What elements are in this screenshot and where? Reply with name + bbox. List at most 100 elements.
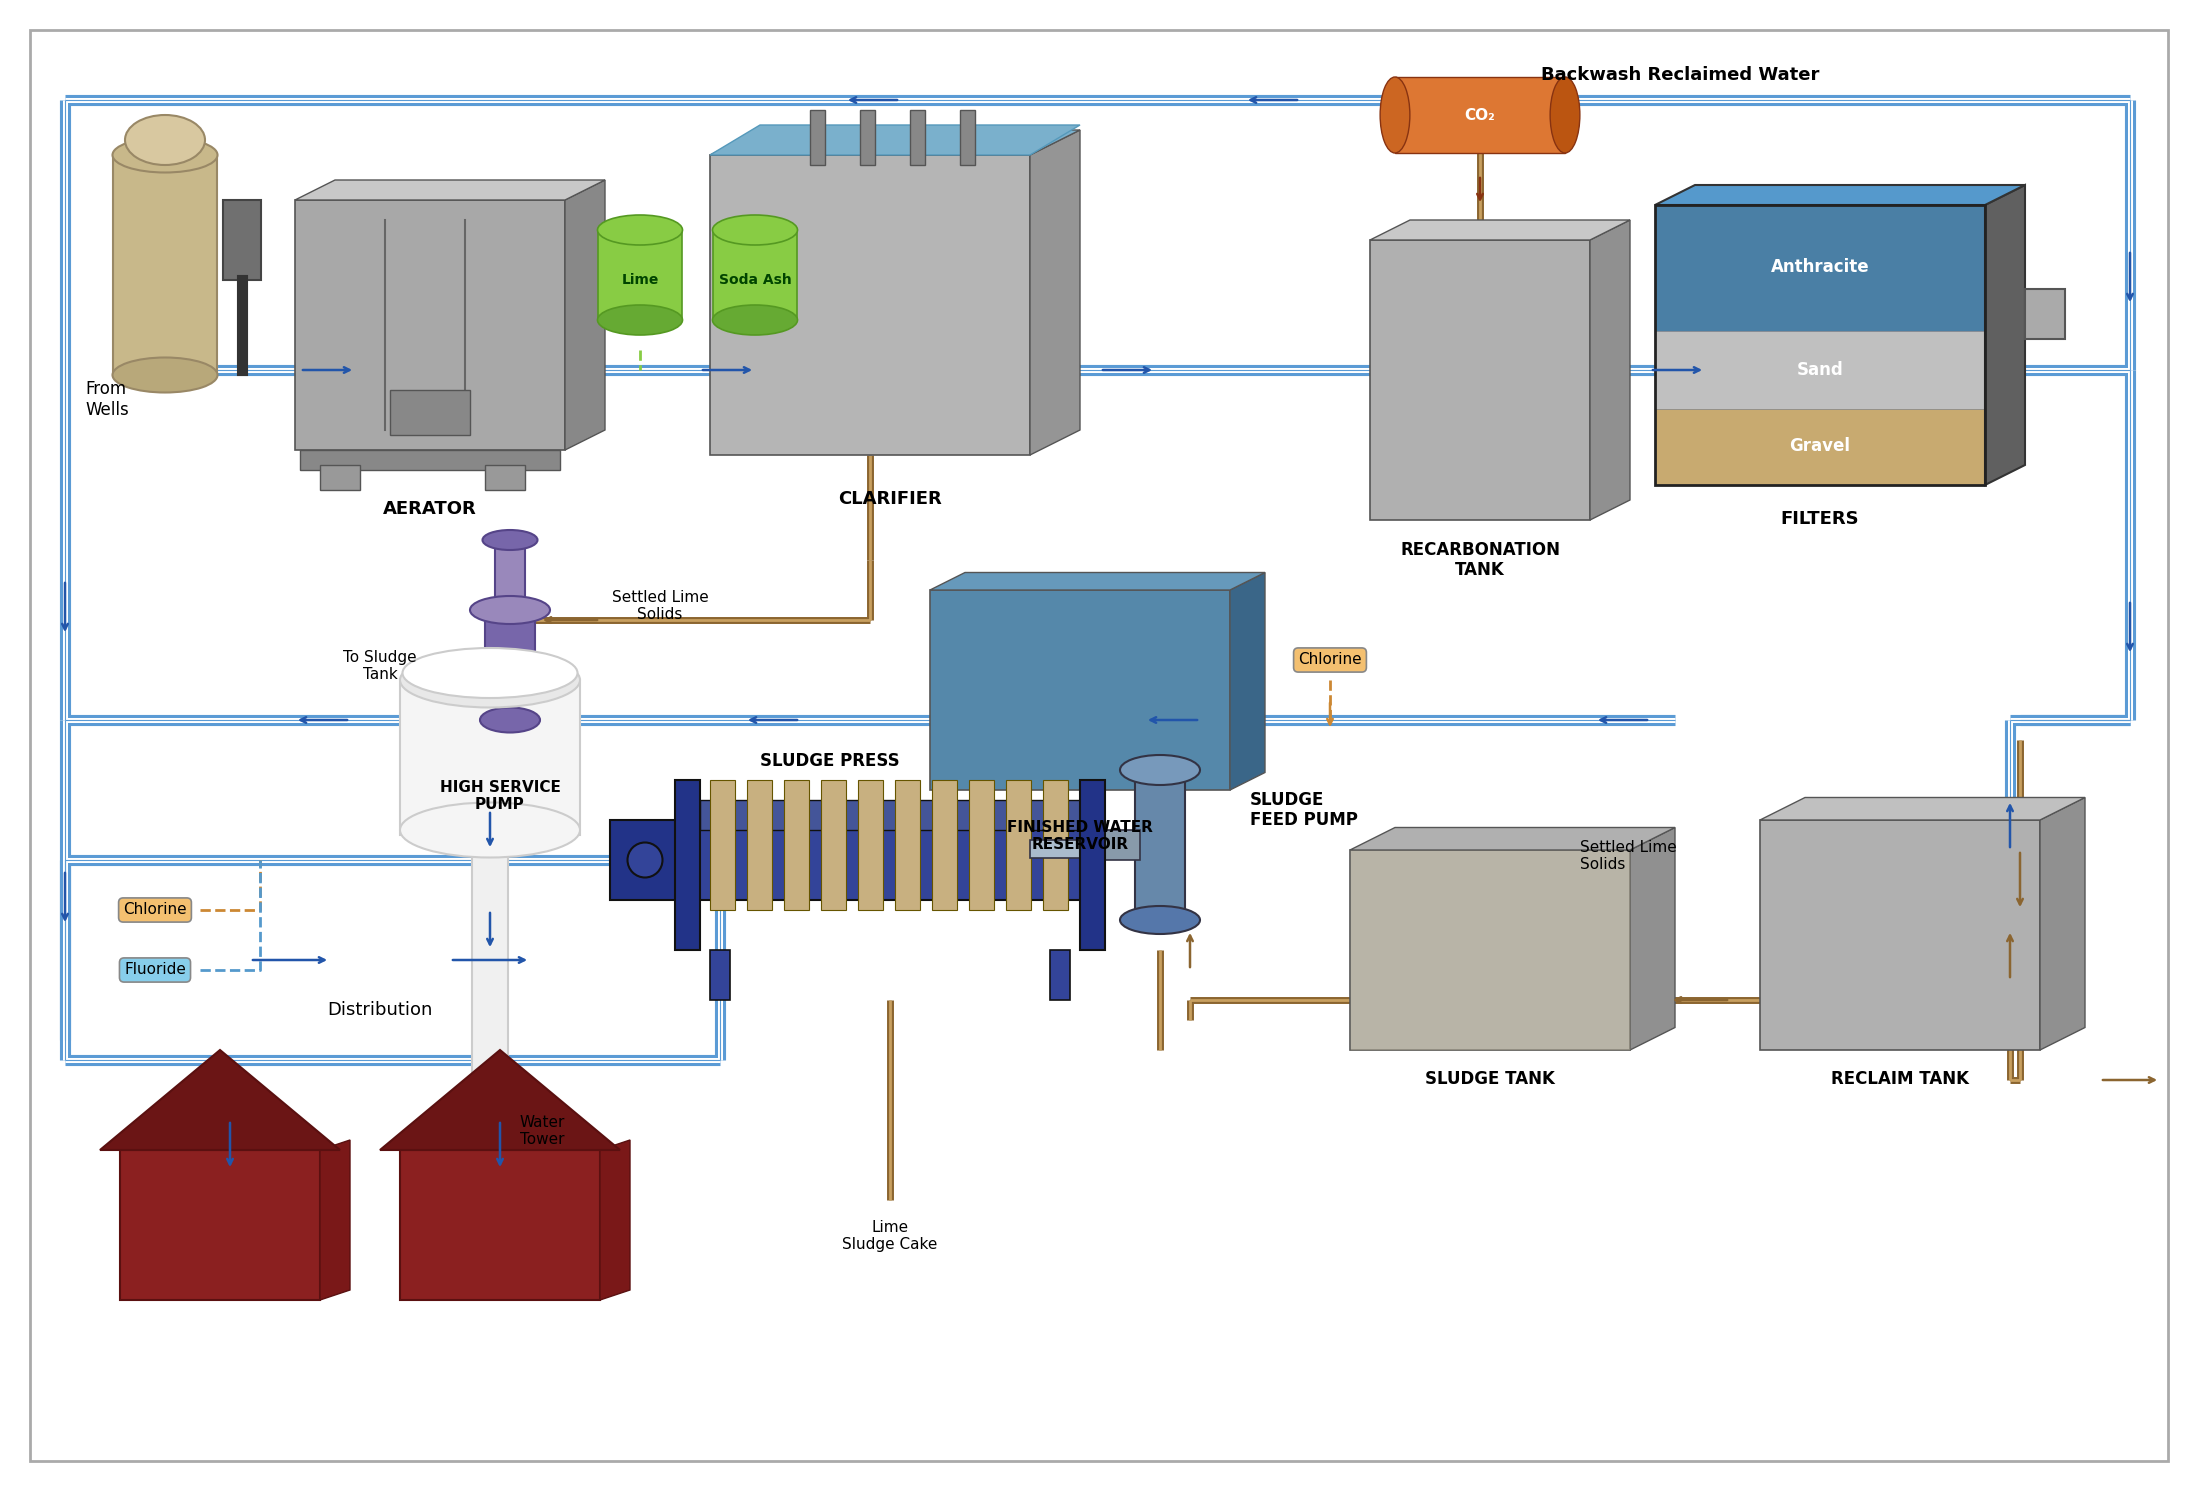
Ellipse shape bbox=[400, 653, 580, 708]
Bar bbox=[710, 950, 730, 1000]
Polygon shape bbox=[710, 125, 1079, 155]
Text: CO₂: CO₂ bbox=[1464, 107, 1495, 122]
Bar bbox=[1369, 240, 1589, 520]
Text: HIGH SERVICE
PUMP: HIGH SERVICE PUMP bbox=[440, 780, 560, 813]
Bar bbox=[1655, 331, 1985, 410]
Bar bbox=[822, 780, 846, 910]
Ellipse shape bbox=[1121, 754, 1200, 784]
Text: CLARIFIER: CLARIFIER bbox=[837, 491, 943, 508]
Ellipse shape bbox=[712, 215, 798, 245]
Bar bbox=[859, 110, 875, 166]
Ellipse shape bbox=[1121, 907, 1200, 933]
Bar bbox=[2024, 289, 2064, 338]
Text: To Sludge
Tank: To Sludge Tank bbox=[343, 650, 418, 683]
Polygon shape bbox=[1589, 221, 1631, 520]
Bar bbox=[486, 465, 525, 491]
Bar bbox=[710, 155, 1031, 455]
Text: Lime: Lime bbox=[622, 273, 659, 286]
Text: Water
Tower: Water Tower bbox=[521, 1115, 565, 1148]
Text: Settled Lime
Solids: Settled Lime Solids bbox=[611, 590, 708, 622]
Text: Chlorine: Chlorine bbox=[123, 902, 187, 917]
Bar bbox=[389, 391, 470, 435]
Bar bbox=[295, 200, 565, 450]
Bar bbox=[747, 780, 771, 910]
Ellipse shape bbox=[598, 306, 684, 335]
Text: Sand: Sand bbox=[1796, 361, 1844, 379]
Bar bbox=[222, 200, 262, 280]
Bar bbox=[1079, 780, 1106, 950]
Bar bbox=[932, 780, 956, 910]
Text: SLUDGE PRESS: SLUDGE PRESS bbox=[761, 751, 899, 769]
Bar bbox=[690, 820, 1090, 901]
Bar bbox=[1350, 850, 1631, 1050]
Bar bbox=[1655, 204, 1985, 331]
Text: RECLAIM TANK: RECLAIM TANK bbox=[1831, 1071, 1969, 1088]
Bar bbox=[400, 680, 580, 835]
Bar bbox=[857, 780, 884, 910]
Text: Settled Lime
Solids: Settled Lime Solids bbox=[1580, 839, 1677, 872]
Polygon shape bbox=[1655, 185, 2024, 204]
Bar bbox=[1655, 410, 1985, 485]
Bar bbox=[1079, 830, 1141, 860]
Ellipse shape bbox=[626, 842, 662, 878]
Bar bbox=[930, 590, 1231, 790]
Bar bbox=[1134, 769, 1185, 920]
Bar bbox=[1350, 850, 1631, 1050]
Text: FILTERS: FILTERS bbox=[1780, 510, 1860, 528]
Polygon shape bbox=[600, 1141, 631, 1300]
Bar bbox=[299, 450, 560, 470]
Bar bbox=[910, 110, 925, 166]
Polygon shape bbox=[1369, 221, 1631, 240]
Text: Lime
Sludge Cake: Lime Sludge Cake bbox=[842, 1220, 939, 1252]
Text: Soda Ash: Soda Ash bbox=[719, 273, 791, 286]
Bar bbox=[1044, 780, 1068, 910]
Ellipse shape bbox=[479, 708, 541, 732]
Text: From
Wells: From Wells bbox=[86, 380, 130, 419]
Ellipse shape bbox=[112, 137, 218, 173]
Bar bbox=[961, 110, 976, 166]
Bar bbox=[1396, 78, 1565, 154]
Text: Gravel: Gravel bbox=[1789, 437, 1851, 455]
Bar bbox=[969, 780, 993, 910]
Polygon shape bbox=[2040, 798, 2086, 1050]
Bar bbox=[1051, 950, 1070, 1000]
Polygon shape bbox=[1350, 828, 1675, 850]
Bar bbox=[699, 801, 1079, 830]
Bar bbox=[1031, 839, 1086, 857]
Text: FINISHED WATER
RESERVOIR: FINISHED WATER RESERVOIR bbox=[1007, 820, 1154, 853]
Polygon shape bbox=[99, 1050, 341, 1150]
Polygon shape bbox=[565, 180, 604, 450]
Ellipse shape bbox=[484, 529, 539, 550]
Polygon shape bbox=[321, 1141, 349, 1300]
Polygon shape bbox=[1231, 573, 1266, 790]
Text: RECARBONATION
TANK: RECARBONATION TANK bbox=[1400, 541, 1561, 580]
Bar bbox=[495, 540, 525, 614]
Text: Anthracite: Anthracite bbox=[1772, 258, 1868, 276]
Bar bbox=[121, 1150, 321, 1300]
Ellipse shape bbox=[1550, 78, 1580, 154]
Polygon shape bbox=[1761, 798, 2086, 820]
Text: Chlorine: Chlorine bbox=[1299, 653, 1363, 668]
Bar bbox=[895, 780, 921, 910]
Bar bbox=[1655, 204, 1985, 485]
Ellipse shape bbox=[112, 358, 218, 392]
Ellipse shape bbox=[470, 596, 550, 625]
Bar bbox=[710, 780, 734, 910]
Bar bbox=[1007, 780, 1031, 910]
Polygon shape bbox=[1985, 185, 2024, 485]
Bar bbox=[486, 610, 534, 720]
Bar bbox=[675, 780, 699, 950]
Bar bbox=[1761, 820, 2040, 1050]
Ellipse shape bbox=[598, 215, 684, 245]
Ellipse shape bbox=[712, 306, 798, 335]
Ellipse shape bbox=[402, 649, 578, 698]
Text: SLUDGE TANK: SLUDGE TANK bbox=[1424, 1071, 1554, 1088]
Polygon shape bbox=[930, 573, 1266, 590]
Polygon shape bbox=[1031, 130, 1079, 455]
Bar bbox=[400, 1150, 600, 1300]
Ellipse shape bbox=[125, 115, 204, 166]
Polygon shape bbox=[710, 130, 1079, 155]
Ellipse shape bbox=[400, 802, 580, 857]
Text: Backwash Reclaimed Water: Backwash Reclaimed Water bbox=[1541, 66, 1820, 83]
Text: SLUDGE
FEED PUMP: SLUDGE FEED PUMP bbox=[1251, 790, 1358, 829]
